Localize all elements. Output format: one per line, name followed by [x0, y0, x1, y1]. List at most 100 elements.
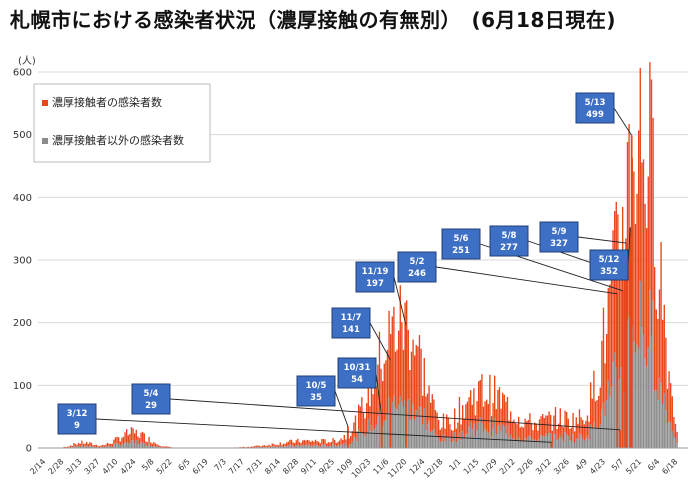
bar-contact — [271, 443, 273, 447]
bar-contact — [476, 401, 478, 431]
bar-contact — [138, 438, 141, 444]
callout-date: 11/19 — [362, 267, 389, 277]
bar-contact — [129, 433, 131, 444]
bar-contact — [466, 401, 469, 434]
bar-contact — [548, 411, 550, 434]
bar-non-contact — [502, 424, 504, 448]
bar-contact — [161, 446, 163, 448]
x-tick-label: 6/18 — [660, 457, 679, 476]
bar-non-contact — [596, 427, 598, 448]
callout-leader — [393, 276, 407, 325]
callout-date: 3/12 — [67, 409, 88, 419]
callout-value: 29 — [145, 401, 157, 411]
bar-non-contact — [353, 436, 355, 448]
bar-contact — [113, 439, 115, 445]
bar-non-contact — [570, 441, 573, 448]
bar-contact — [526, 421, 528, 440]
bar-contact — [305, 440, 307, 446]
bar-contact — [580, 417, 582, 436]
bar-non-contact — [647, 347, 649, 448]
bar-contact — [154, 443, 157, 447]
bar-contact — [252, 446, 254, 448]
bar-annotated-day — [630, 135, 633, 448]
bar-contact — [84, 443, 86, 447]
bar-non-contact — [415, 410, 417, 448]
bar-non-contact — [447, 436, 449, 448]
bar-contact — [574, 431, 576, 443]
bar-contact — [401, 322, 403, 403]
bar-contact — [615, 201, 617, 368]
bar-contact — [474, 415, 477, 438]
bar-contact — [258, 445, 261, 448]
bar-non-contact — [516, 439, 518, 448]
bar-non-contact — [495, 434, 497, 448]
bar-contact — [470, 390, 472, 423]
bar-contact — [439, 429, 441, 442]
bar-non-contact — [638, 348, 640, 448]
bar-non-contact — [276, 446, 278, 448]
x-tick-label: 4/9 — [574, 457, 589, 472]
bar-non-contact — [326, 446, 328, 448]
bar-contact — [279, 442, 281, 446]
bar-non-contact — [628, 317, 630, 448]
bar-non-contact — [337, 445, 339, 448]
bar-non-contact — [575, 438, 577, 448]
callout-leader — [369, 322, 391, 360]
bar-contact — [273, 443, 275, 447]
bar-non-contact — [127, 443, 129, 448]
bar-contact — [254, 446, 256, 448]
bar-non-contact — [556, 440, 558, 448]
bar-contact — [502, 392, 504, 425]
bar-contact — [431, 394, 433, 431]
callout-box — [441, 228, 481, 260]
callout-value: 499 — [586, 110, 604, 120]
bar-contact — [468, 397, 470, 428]
bar-annotated-day — [550, 442, 553, 448]
bar-contact — [106, 442, 109, 447]
x-tick-label: 5/7 — [610, 457, 625, 472]
bar-contact — [481, 374, 483, 424]
bar-contact — [367, 373, 369, 420]
bar-non-contact — [476, 430, 478, 448]
bar-contact — [166, 446, 168, 448]
bar-non-contact — [324, 444, 326, 448]
bar-non-contact — [481, 423, 483, 448]
bar-contact — [622, 206, 624, 366]
bar-non-contact — [674, 438, 677, 448]
bar-non-contact — [466, 433, 469, 448]
bar-non-contact — [319, 446, 321, 448]
bar-non-contact — [442, 434, 445, 448]
bar-non-contact — [124, 442, 126, 448]
bar-non-contact — [338, 445, 341, 448]
bar-non-contact — [367, 419, 369, 448]
bar-non-contact — [530, 438, 533, 448]
bar-contact — [118, 437, 120, 444]
bar-non-contact — [606, 400, 608, 448]
bar-contact — [158, 445, 160, 448]
bar-non-contact — [506, 425, 509, 448]
bar-non-contact — [673, 436, 675, 448]
bar-contact — [362, 412, 365, 435]
bar-non-contact — [430, 431, 432, 448]
bar-non-contact — [129, 443, 131, 448]
bar-non-contact — [470, 422, 472, 448]
bar-contact — [268, 444, 270, 447]
bar-contact — [150, 442, 152, 446]
legend-swatch — [42, 100, 48, 106]
x-tick-label: 3/13 — [64, 457, 83, 476]
bar-contact — [316, 441, 318, 446]
callout-leader — [169, 398, 620, 431]
bar-contact — [455, 428, 457, 443]
bar-contact — [604, 363, 606, 417]
bar-contact — [297, 438, 299, 445]
callout-date: 11/7 — [341, 313, 362, 323]
bar-contact — [521, 426, 523, 442]
bar-non-contact — [527, 436, 529, 448]
bar-contact — [586, 415, 589, 436]
bar-contact — [388, 310, 390, 398]
bar-contact — [561, 425, 563, 439]
bar-non-contact — [90, 446, 93, 448]
bar-contact — [650, 79, 653, 336]
bar-contact — [590, 382, 592, 425]
bar-non-contact — [449, 437, 451, 448]
